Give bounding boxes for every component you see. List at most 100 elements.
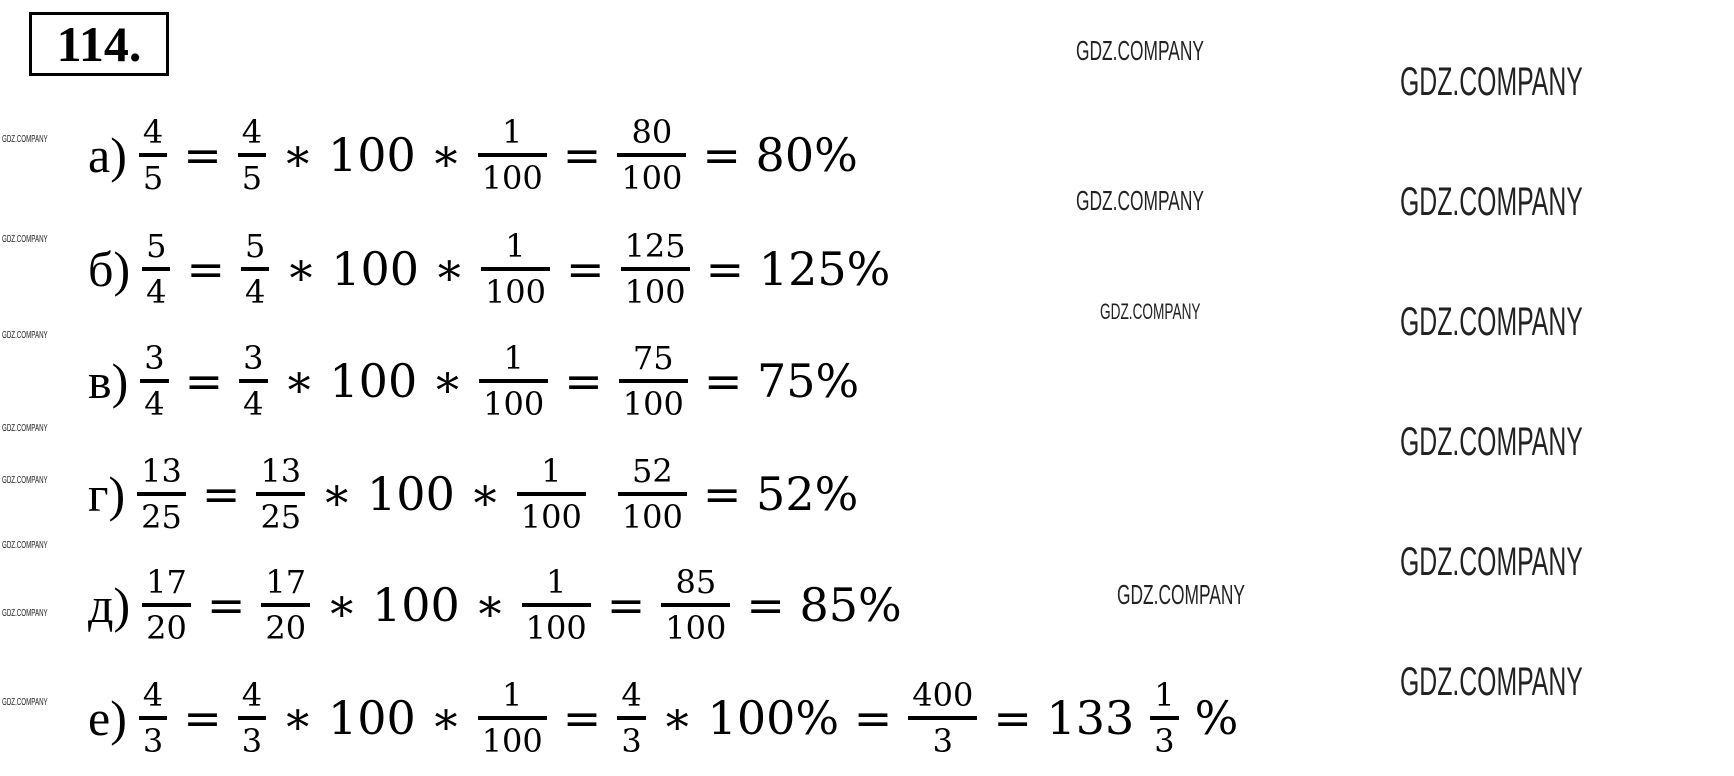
operator-text: = <box>562 691 602 745</box>
operator-text: % <box>1194 691 1239 745</box>
fraction-bar <box>480 267 551 271</box>
watermark-text: GDZ.COMPANY <box>2 475 48 486</box>
watermark-text: GDZ.COMPANY <box>2 608 48 619</box>
item-label: е) <box>88 690 127 746</box>
fraction: 13 25 <box>256 452 306 536</box>
equation-row: е) 4 3 = 4 3 ∗ 100 ∗ 1 100 = 4 3 ∗ 100% = 400 3 = 133 1 3… <box>88 668 1250 768</box>
operator-text: = <box>206 578 246 632</box>
operator-text: ∗ 100 ∗ <box>282 691 462 745</box>
denominator: 100 <box>520 498 582 536</box>
numerator: 13 <box>260 452 302 490</box>
denominator: 5 <box>142 159 164 197</box>
denominator: 100 <box>622 385 684 423</box>
denominator: 4 <box>144 385 165 423</box>
fraction: 1 100 <box>521 564 591 646</box>
denominator: 100 <box>621 159 683 197</box>
operator-text: = 125% <box>705 242 891 296</box>
equation-row: д) 17 20 = 17 20 ∗ 100 ∗ 1 100 = 85 100 = 85% <box>88 555 914 655</box>
operator-text: = <box>183 691 222 745</box>
numerator: 1 <box>1154 676 1175 714</box>
denominator: 4 <box>245 273 266 311</box>
denominator: 5 <box>241 159 263 197</box>
numerator: 5 <box>245 227 266 265</box>
fraction-bar <box>477 716 547 720</box>
item-label: б) <box>88 241 131 297</box>
fraction-bar <box>477 153 547 157</box>
numerator: 1 <box>505 227 526 265</box>
fraction-bar <box>142 603 191 607</box>
fraction-bar <box>661 603 731 607</box>
fraction-bar <box>620 267 690 271</box>
fraction-bar <box>138 716 168 720</box>
fraction: 1 100 <box>479 340 549 422</box>
operator-text: ∗ 100 ∗ <box>321 467 501 521</box>
fraction-bar <box>237 716 267 720</box>
numerator: 125 <box>624 227 686 265</box>
fraction: 75 100 <box>618 339 688 423</box>
watermark-text: GDZ.COMPANY <box>2 697 48 708</box>
fraction-bar <box>137 492 186 496</box>
numerator: 17 <box>265 563 307 601</box>
fraction-bar <box>241 267 270 271</box>
denominator: 3 <box>1154 722 1175 760</box>
watermark-text: GDZ.COMPANY <box>1400 540 1583 584</box>
operator-text: = <box>606 578 646 632</box>
fraction: 85 100 <box>661 564 731 646</box>
watermark-text: GDZ.COMPANY <box>2 234 48 245</box>
numerator: 1 <box>502 113 523 151</box>
numerator: 4 <box>621 676 642 714</box>
operator-text: = 52% <box>702 467 859 521</box>
fraction-bar <box>516 492 586 496</box>
fraction-bar <box>140 379 169 383</box>
fraction-bar <box>237 153 267 157</box>
fraction-bar <box>617 716 646 720</box>
watermark-text: GDZ.COMPANY <box>2 134 48 145</box>
numerator: 4 <box>142 113 164 151</box>
denominator: 4 <box>243 385 264 423</box>
fraction-bar <box>256 492 306 496</box>
operator-text: ∗ 100 ∗ <box>326 578 506 632</box>
watermark-text: GDZ.COMPANY <box>1117 579 1245 610</box>
denominator: 25 <box>260 498 302 536</box>
operator-text: = <box>566 242 605 296</box>
numerator: 3 <box>144 339 165 377</box>
fraction-bar <box>239 379 268 383</box>
denominator: 25 <box>141 498 182 536</box>
equation-row: б) 5 4 = 5 4 ∗ 100 ∗ 1 100 = 125 100 = 125% <box>88 219 902 319</box>
numerator: 3 <box>243 339 264 377</box>
numerator: 1 <box>502 676 523 714</box>
fraction-bar <box>617 153 687 157</box>
watermark-text: GDZ.COMPANY <box>1400 660 1583 704</box>
fraction: 17 20 <box>142 564 191 646</box>
fraction-bar <box>138 153 168 157</box>
operator-text: = <box>184 354 224 408</box>
denominator: 20 <box>265 609 307 647</box>
denominator: 100 <box>481 159 543 197</box>
item-label: в) <box>88 353 129 409</box>
operator-text: = 85% <box>746 578 902 632</box>
item-label: а) <box>88 127 127 183</box>
fraction: 1 100 <box>477 113 547 197</box>
operator-text: ∗ 100 ∗ <box>283 354 464 408</box>
operator-text: = 80% <box>702 128 858 182</box>
fraction: 52 100 <box>617 453 687 536</box>
operator-text: = <box>186 242 225 296</box>
fraction: 1 100 <box>480 227 551 310</box>
denominator: 100 <box>621 498 683 536</box>
numerator: 17 <box>146 563 187 601</box>
operator-text: = <box>183 128 222 182</box>
watermark-text: GDZ.COMPANY <box>2 330 48 341</box>
numerator: 75 <box>632 339 674 377</box>
watermark-text: GDZ.COMPANY <box>1400 60 1583 104</box>
watermark-text: GDZ.COMPANY <box>1400 420 1583 464</box>
operator-text: = 75% <box>703 354 860 408</box>
